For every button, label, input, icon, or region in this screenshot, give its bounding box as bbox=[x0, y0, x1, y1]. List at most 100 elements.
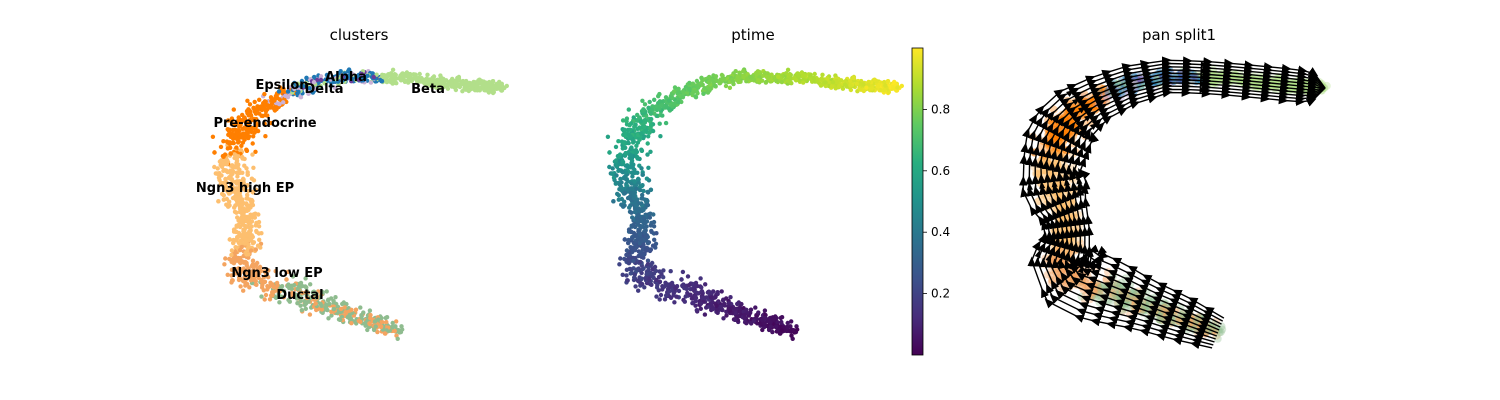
point-clusters-1420 bbox=[250, 202, 256, 208]
point-clusters-1486 bbox=[439, 78, 444, 84]
cluster-label-epsilon: Epsilon bbox=[255, 78, 308, 93]
point-ptime-384 bbox=[778, 315, 783, 321]
point-clusters-1170 bbox=[249, 176, 255, 181]
point-clusters-1085 bbox=[259, 104, 264, 109]
point-ptime-1636 bbox=[620, 159, 625, 164]
point-clusters-200 bbox=[253, 149, 258, 154]
point-clusters-1286 bbox=[262, 269, 267, 274]
point-clusters-1246 bbox=[250, 141, 255, 146]
point-clusters-1534 bbox=[223, 187, 229, 193]
point-clusters-1488 bbox=[224, 180, 229, 185]
point-ptime-1603 bbox=[878, 88, 883, 93]
point-clusters-1475 bbox=[246, 252, 251, 257]
point-clusters-1631 bbox=[359, 71, 364, 77]
point-ptime-39 bbox=[650, 128, 656, 134]
point-clusters-1697 bbox=[447, 82, 453, 87]
point-ptime-1032 bbox=[658, 134, 663, 139]
point-ptime-1628 bbox=[624, 119, 629, 124]
point-clusters-1677 bbox=[236, 191, 241, 196]
point-ptime-1449 bbox=[642, 220, 648, 225]
point-clusters-1338 bbox=[234, 145, 239, 150]
point-clusters-1284 bbox=[275, 283, 280, 288]
title-ptime: ptime bbox=[731, 26, 774, 44]
point-clusters-1256 bbox=[328, 83, 334, 89]
point-clusters-1564 bbox=[229, 273, 234, 278]
point-clusters-1573 bbox=[242, 125, 247, 130]
point-ptime-1286 bbox=[657, 269, 662, 274]
point-clusters-1117 bbox=[304, 285, 309, 290]
point-ptime-1350 bbox=[652, 111, 657, 116]
point-ptime-1281 bbox=[652, 97, 657, 103]
point-clusters-860 bbox=[287, 299, 292, 304]
point-ptime-1610 bbox=[699, 75, 704, 81]
point-clusters-1387 bbox=[325, 77, 330, 82]
point-ptime-480 bbox=[724, 313, 729, 318]
point-clusters-1568 bbox=[469, 85, 474, 90]
point-ptime-1623 bbox=[626, 237, 631, 243]
point-clusters-1121 bbox=[245, 98, 250, 104]
point-clusters-1263 bbox=[250, 241, 256, 246]
point-ptime-1606 bbox=[638, 131, 644, 136]
point-clusters-1650 bbox=[292, 86, 297, 92]
point-clusters-1585 bbox=[229, 248, 235, 253]
point-ptime-1382 bbox=[694, 78, 700, 84]
point-ptime-1095 bbox=[644, 248, 649, 253]
point-ptime-1639 bbox=[676, 86, 681, 92]
point-ptime-1599 bbox=[635, 267, 640, 272]
cluster-label-ngn3-low-ep: Ngn3 low EP bbox=[231, 266, 322, 281]
title-pan-split1: pan split1 bbox=[1142, 26, 1216, 44]
point-clusters-1549 bbox=[238, 122, 243, 127]
point-ptime-1608 bbox=[636, 176, 641, 182]
point-ptime-1585 bbox=[624, 248, 630, 253]
point-clusters-1593 bbox=[259, 277, 264, 283]
point-clusters-1640 bbox=[244, 148, 250, 153]
point-clusters-1665 bbox=[398, 78, 404, 83]
point-ptime-1676 bbox=[641, 206, 646, 212]
point-ptime-1131 bbox=[657, 91, 662, 97]
point-clusters-106 bbox=[281, 288, 287, 294]
point-clusters-1671 bbox=[353, 75, 359, 80]
point-ptime-1271 bbox=[616, 154, 621, 159]
point-ptime-1488 bbox=[619, 180, 624, 185]
point-ptime-1117 bbox=[699, 285, 704, 290]
point-ptime-1215 bbox=[829, 83, 835, 89]
point-ptime-879 bbox=[632, 167, 637, 172]
point-clusters-1553 bbox=[304, 295, 310, 301]
point-ptime-1370 bbox=[854, 81, 859, 87]
point-ptime-327 bbox=[618, 256, 623, 261]
point-ptime-1372 bbox=[744, 321, 749, 326]
point-ptime-1139 bbox=[634, 143, 639, 148]
point-clusters-1582 bbox=[244, 184, 249, 189]
point-clusters-1424 bbox=[361, 310, 366, 315]
point-clusters-868 bbox=[262, 297, 267, 302]
point-clusters-52 bbox=[394, 319, 399, 324]
point-clusters-1668 bbox=[350, 76, 355, 82]
point-ptime-1632 bbox=[637, 115, 642, 120]
cluster-label-delta: Delta bbox=[304, 82, 343, 97]
point-ptime-1581 bbox=[728, 295, 733, 300]
point-clusters-1272 bbox=[228, 170, 234, 175]
point-ptime-106 bbox=[676, 288, 682, 294]
point-clusters-1670 bbox=[245, 172, 250, 177]
point-ptime-1198 bbox=[651, 224, 657, 229]
point-clusters-1673 bbox=[401, 73, 407, 78]
point-ptime-1451 bbox=[643, 118, 648, 123]
point-clusters-529 bbox=[340, 301, 345, 307]
point-clusters-952 bbox=[245, 281, 250, 287]
cluster-label-ngn3-high-ep: Ngn3 high EP bbox=[196, 181, 294, 196]
point-clusters-851 bbox=[240, 170, 245, 175]
point-ptime-1436 bbox=[693, 294, 698, 299]
point-clusters-357 bbox=[277, 85, 283, 90]
point-clusters-1414 bbox=[234, 186, 239, 191]
point-clusters-1607 bbox=[371, 74, 376, 80]
point-ptime-1421 bbox=[641, 188, 646, 194]
point-clusters-1327 bbox=[228, 176, 233, 182]
point-ptime-1322 bbox=[768, 324, 773, 329]
point-ptime-1671 bbox=[748, 75, 754, 80]
point-clusters-1587 bbox=[384, 79, 390, 85]
point-clusters-991 bbox=[329, 296, 334, 301]
point-clusters-1656 bbox=[376, 317, 381, 322]
point-ptime-1468 bbox=[631, 258, 636, 264]
point-ptime-1231 bbox=[648, 223, 653, 228]
point-ptime-1478 bbox=[785, 325, 790, 330]
